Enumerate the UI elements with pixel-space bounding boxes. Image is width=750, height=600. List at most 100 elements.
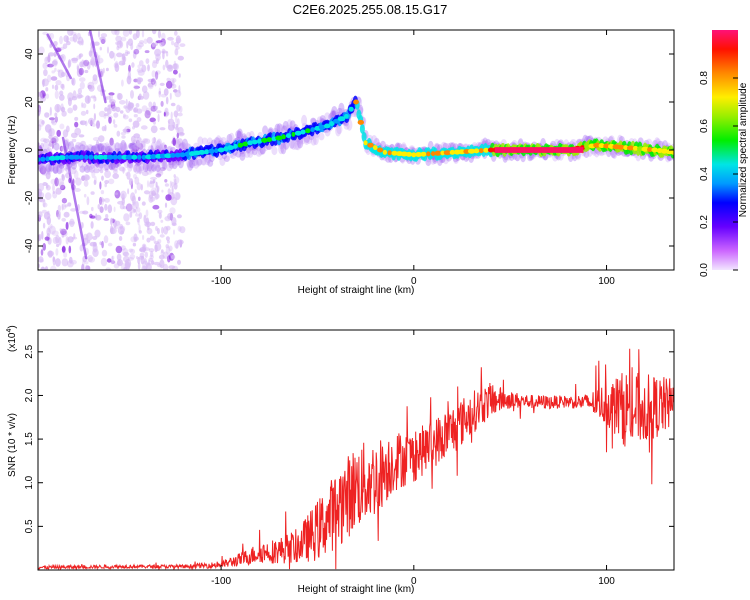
spectrogram-noise-speck — [82, 210, 89, 215]
spectrogram-noise-speck — [68, 221, 75, 225]
spectrogram-halo — [191, 157, 198, 167]
spectrogram-noise-speck — [154, 244, 158, 253]
spectrogram-band — [359, 123, 365, 134]
spectrogram-noise-speck — [134, 201, 139, 209]
spectrogram-noise-speck — [116, 92, 121, 100]
spectrogram-noise-speck — [150, 125, 158, 134]
spectrogram-halo — [53, 142, 60, 151]
spectrogram-noise-speck — [103, 235, 109, 244]
spectrogram-halo — [142, 161, 149, 173]
spectrogram-core-spot — [131, 154, 138, 160]
spectrogram-noise-speck — [143, 190, 150, 195]
spectrogram-noise-speck — [50, 265, 57, 270]
spectrogram-noise-speck — [52, 58, 58, 67]
spectrogram-noise-speck — [44, 192, 52, 201]
spectrogram-noise-speck — [133, 133, 141, 139]
spectrogram-noise-speck — [129, 211, 133, 218]
spectrogram-core-spot — [357, 119, 364, 125]
spectrogram-noise-speck — [76, 40, 82, 44]
spectrogram-halo — [119, 142, 126, 150]
snr-frame — [37, 329, 675, 571]
spectrogram-noise-speck — [173, 192, 181, 201]
spectrogram-noise-speck — [155, 105, 158, 110]
spectrogram-noise-speck — [111, 105, 118, 112]
spectrogram-noise-speck — [133, 48, 140, 55]
spectrogram-core-spot — [363, 140, 368, 146]
colorbar-tick-label: 0.6 — [699, 119, 710, 133]
spectrogram-core-spot — [443, 150, 452, 156]
spectrogram-noise-speck — [61, 233, 65, 238]
spectrogram-core-spot — [141, 154, 147, 160]
spectrogram-noise-speck — [100, 257, 108, 267]
spectrogram-noise-speck — [137, 142, 142, 148]
spectrogram-halo — [121, 144, 128, 152]
spectrogram-noise-speck — [166, 80, 173, 89]
spectrogram-noise-speck — [100, 198, 106, 202]
spectrogram-core-spot — [164, 153, 172, 159]
spectrogram-ylabel: Frequency (Hz) — [7, 116, 18, 185]
spectrogram-noise-speck — [56, 243, 60, 248]
spectrogram-noise-speck — [85, 265, 91, 270]
spectrogram-noise-speck — [122, 248, 129, 256]
spectrogram-noise-speck — [133, 114, 138, 118]
spectrogram-noise-speck — [38, 147, 42, 156]
spectrogram-noise-speck — [154, 80, 157, 87]
spectrogram-halo — [56, 163, 63, 175]
spectrogram-noise-speck — [50, 76, 58, 81]
spectrogram-halo — [114, 142, 121, 152]
spectrogram-noise-speck — [114, 220, 121, 226]
spectrogram-noise-speck — [116, 130, 121, 137]
spectrogram-noise-speck — [78, 67, 84, 76]
spectrogram-noise-speck — [60, 228, 67, 235]
spectrogram-halo — [179, 141, 186, 151]
spectrogram-noise-speck — [39, 192, 45, 198]
spectrogram-noise-speck — [119, 110, 124, 114]
spectrogram-core-spot — [344, 113, 349, 119]
spectrogram-halo — [98, 142, 105, 153]
spectrogram-halo — [81, 162, 88, 171]
spectrogram-noise-speck — [175, 115, 178, 124]
spectrogram-noise-speck — [55, 187, 62, 195]
spectrogram-noise-speck — [133, 85, 140, 89]
spectrogram-noise-speck — [48, 52, 55, 57]
spectrogram-noise-speck — [81, 263, 85, 270]
spectrogram-noise-speck — [125, 172, 128, 176]
spectrogram-noise-speck — [147, 64, 150, 72]
spectrogram-noise-speck — [139, 60, 144, 67]
spectrogram-noise-speck — [107, 147, 115, 153]
spectrogram-noise-speck — [49, 117, 55, 121]
spectrogram-noise-speck — [145, 209, 149, 217]
spectrogram-noise-speck — [88, 117, 95, 125]
spectrogram-halo — [101, 142, 108, 151]
spectrogram-noise-speck — [167, 212, 174, 220]
spectrogram-noise-speck — [108, 178, 115, 185]
spectrogram-noise-speck — [140, 125, 148, 130]
spectrogram-noise-speck — [164, 202, 168, 208]
spectrogram-halo — [86, 165, 93, 173]
spectrogram-core-spot — [623, 145, 629, 151]
spectrogram-halo — [58, 163, 65, 174]
spectrogram-noise-speck — [64, 167, 68, 171]
spectrogram-noise-speck — [133, 208, 136, 213]
spectrogram-noise-speck — [49, 106, 52, 116]
spectrogram-plot: -100 0 100 -40 -20 0 20 40 Height of straight l… — [7, 29, 675, 296]
spectrogram-noise-speck — [107, 204, 113, 214]
spectrogram-noise-speck — [174, 30, 178, 36]
spectrogram-noise-speck — [158, 87, 161, 94]
spectrogram-noise-speck — [121, 135, 126, 139]
spectrogram-noise-speck — [105, 214, 109, 219]
spectrogram-noise-speck — [160, 219, 164, 223]
spectrogram-noise-speck — [129, 248, 136, 255]
spectrogram-noise-speck — [51, 84, 55, 90]
spectrogram-noise-speck — [40, 266, 45, 270]
spectrogram-noise-speck — [83, 59, 90, 67]
spectrogram-noise-speck — [169, 207, 176, 215]
spectrogram-noise-speck — [112, 119, 116, 125]
spectrogram-noise-speck — [51, 140, 55, 150]
spectrogram-core-spot — [285, 133, 292, 139]
spectrogram-noise-speck — [136, 136, 142, 144]
spectrogram-noise-speck — [74, 127, 82, 136]
spectrogram-noise-speck — [149, 180, 153, 185]
spectrogram-noise-speck — [74, 116, 79, 121]
spectrogram-halo — [318, 132, 325, 141]
